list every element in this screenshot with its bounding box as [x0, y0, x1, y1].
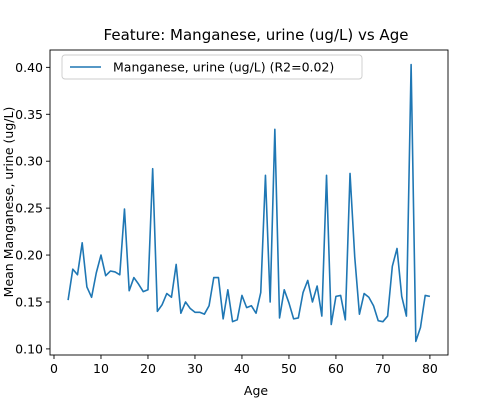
y-tick-label: 0.25 — [15, 201, 43, 216]
y-tick-label: 0.10 — [15, 341, 43, 356]
x-tick-label: 30 — [187, 361, 203, 376]
series-line-0 — [67, 63, 431, 343]
y-tick-label: 0.30 — [15, 154, 43, 169]
x-axis: 0 10 20 30 40 50 60 70 80 — [50, 355, 438, 376]
x-tick-label: 0 — [50, 361, 58, 376]
legend-entry-label: Manganese, urine (ug/L) (R2=0.02) — [113, 60, 334, 75]
x-tick-label: 60 — [328, 361, 344, 376]
x-tick-label: 50 — [281, 361, 297, 376]
plot-area — [49, 49, 449, 356]
x-tick-label: 10 — [93, 361, 109, 376]
x-tick-label: 40 — [234, 361, 250, 376]
legend: Manganese, urine (ug/L) (R2=0.02) — [61, 54, 363, 80]
legend-box — [61, 54, 363, 80]
y-axis-label: Mean Manganese, urine (ug/L) — [1, 107, 16, 298]
x-axis-label: Age — [244, 383, 268, 398]
x-tick-label: 70 — [375, 361, 391, 376]
y-tick-label: 0.20 — [15, 248, 43, 263]
x-tick-label: 20 — [140, 361, 156, 376]
chart-title: Feature: Manganese, urine (ug/L) vs Age — [104, 26, 409, 44]
y-tick-label: 0.15 — [15, 294, 43, 309]
y-tick-label: 0.40 — [15, 60, 43, 75]
plot-frame — [49, 49, 449, 356]
x-tick-label: 80 — [422, 361, 438, 376]
y-axis: 0.10 0.15 0.20 0.25 0.30 0.35 0.40 — [15, 60, 50, 356]
y-tick-label: 0.35 — [15, 107, 43, 122]
